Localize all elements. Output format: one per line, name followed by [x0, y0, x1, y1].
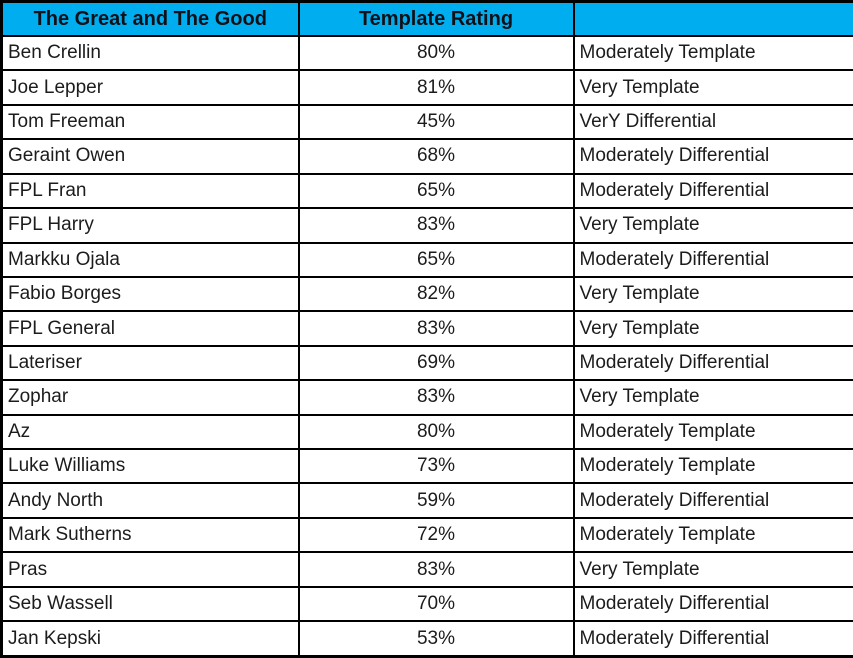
verdict-cell: Moderately Template — [572, 413, 853, 451]
rating-cell: 81% — [297, 69, 575, 106]
player-name-cell: Ben Crellin — [0, 34, 300, 72]
player-name-cell: FPL General — [0, 310, 300, 347]
player-name-cell: Markku Ojala — [0, 241, 300, 278]
rating-cell: 83% — [297, 310, 575, 347]
header-row: The Great and The Good Template Rating — [0, 0, 853, 37]
table-row: Joe Lepper 81% Very Template — [0, 69, 853, 106]
rating-cell: 59% — [297, 482, 575, 519]
header-cell-name: The Great and The Good — [0, 0, 300, 37]
verdict-cell: VerY Differential — [572, 103, 853, 141]
table-header: The Great and The Good Template Rating — [0, 0, 853, 37]
verdict-cell: Very Template — [572, 379, 853, 416]
rating-cell: 70% — [297, 585, 575, 623]
player-name-cell: Andy North — [0, 482, 300, 519]
verdict-cell: Moderately Differential — [572, 344, 853, 382]
player-name-cell: Luke Williams — [0, 448, 300, 485]
verdict-cell: Very Template — [572, 69, 853, 106]
table-row: Andy North 59% Moderately Differential — [0, 482, 853, 519]
table-row: Ben Crellin 80% Moderately Template — [0, 34, 853, 72]
player-name-cell: FPL Harry — [0, 207, 300, 244]
player-name-cell: Az — [0, 413, 300, 451]
verdict-cell: Moderately Template — [572, 34, 853, 72]
rating-cell: 83% — [297, 379, 575, 416]
table-row: Zophar 83% Very Template — [0, 379, 853, 416]
rating-cell: 65% — [297, 241, 575, 278]
verdict-cell: Moderately Template — [572, 516, 853, 554]
verdict-cell: Very Template — [572, 551, 853, 588]
player-name-cell: Jan Kepski — [0, 620, 300, 658]
rating-cell: 53% — [297, 620, 575, 658]
table-row: Fabio Borges 82% Very Template — [0, 275, 853, 313]
verdict-cell: Moderately Template — [572, 448, 853, 485]
table-body: Ben Crellin 80% Moderately Template Joe Lep… — [0, 34, 853, 658]
rating-cell: 80% — [297, 413, 575, 451]
table-row: Tom Freeman 45% VerY Differential — [0, 103, 853, 141]
player-name-cell: FPL Fran — [0, 172, 300, 210]
rating-cell: 73% — [297, 448, 575, 485]
rating-cell: 68% — [297, 138, 575, 175]
rating-cell: 72% — [297, 516, 575, 554]
table-row: Markku Ojala 65% Moderately Differential — [0, 241, 853, 278]
table-row: Luke Williams 73% Moderately Template — [0, 448, 853, 485]
table-row: FPL Harry 83% Very Template — [0, 207, 853, 244]
player-name-cell: Mark Sutherns — [0, 516, 300, 554]
verdict-cell: Very Template — [572, 310, 853, 347]
player-name-cell: Joe Lepper — [0, 69, 300, 106]
verdict-cell: Very Template — [572, 275, 853, 313]
player-name-cell: Fabio Borges — [0, 275, 300, 313]
table-row: Seb Wassell 70% Moderately Differential — [0, 585, 853, 623]
table-row: Lateriser 69% Moderately Differential — [0, 344, 853, 382]
verdict-cell: Moderately Differential — [572, 620, 853, 658]
table-row: Jan Kepski 53% Moderately Differential — [0, 620, 853, 658]
table-row: FPL General 83% Very Template — [0, 310, 853, 347]
player-name-cell: Pras — [0, 551, 300, 588]
rating-cell: 80% — [297, 34, 575, 72]
rating-cell: 65% — [297, 172, 575, 210]
header-cell-template-rating: Template Rating — [297, 0, 575, 37]
rating-cell: 82% — [297, 275, 575, 313]
table-row: Pras 83% Very Template — [0, 551, 853, 588]
table-row: Az 80% Moderately Template — [0, 413, 853, 451]
player-name-cell: Lateriser — [0, 344, 300, 382]
table-row: Mark Sutherns 72% Moderately Template — [0, 516, 853, 554]
header-cell-empty — [572, 0, 853, 37]
player-name-cell: Tom Freeman — [0, 103, 300, 141]
verdict-cell: Moderately Differential — [572, 482, 853, 519]
table-row: Geraint Owen 68% Moderately Differential — [0, 138, 853, 175]
verdict-cell: Moderately Differential — [572, 241, 853, 278]
rating-cell: 83% — [297, 551, 575, 588]
rating-cell: 69% — [297, 344, 575, 382]
table-row: FPL Fran 65% Moderately Differential — [0, 172, 853, 210]
verdict-cell: Moderately Differential — [572, 585, 853, 623]
rating-cell: 45% — [297, 103, 575, 141]
verdict-cell: Moderately Differential — [572, 172, 853, 210]
player-name-cell: Seb Wassell — [0, 585, 300, 623]
rating-cell: 83% — [297, 207, 575, 244]
player-name-cell: Geraint Owen — [0, 138, 300, 175]
player-name-cell: Zophar — [0, 379, 300, 416]
verdict-cell: Very Template — [572, 207, 853, 244]
verdict-cell: Moderately Differential — [572, 138, 853, 175]
